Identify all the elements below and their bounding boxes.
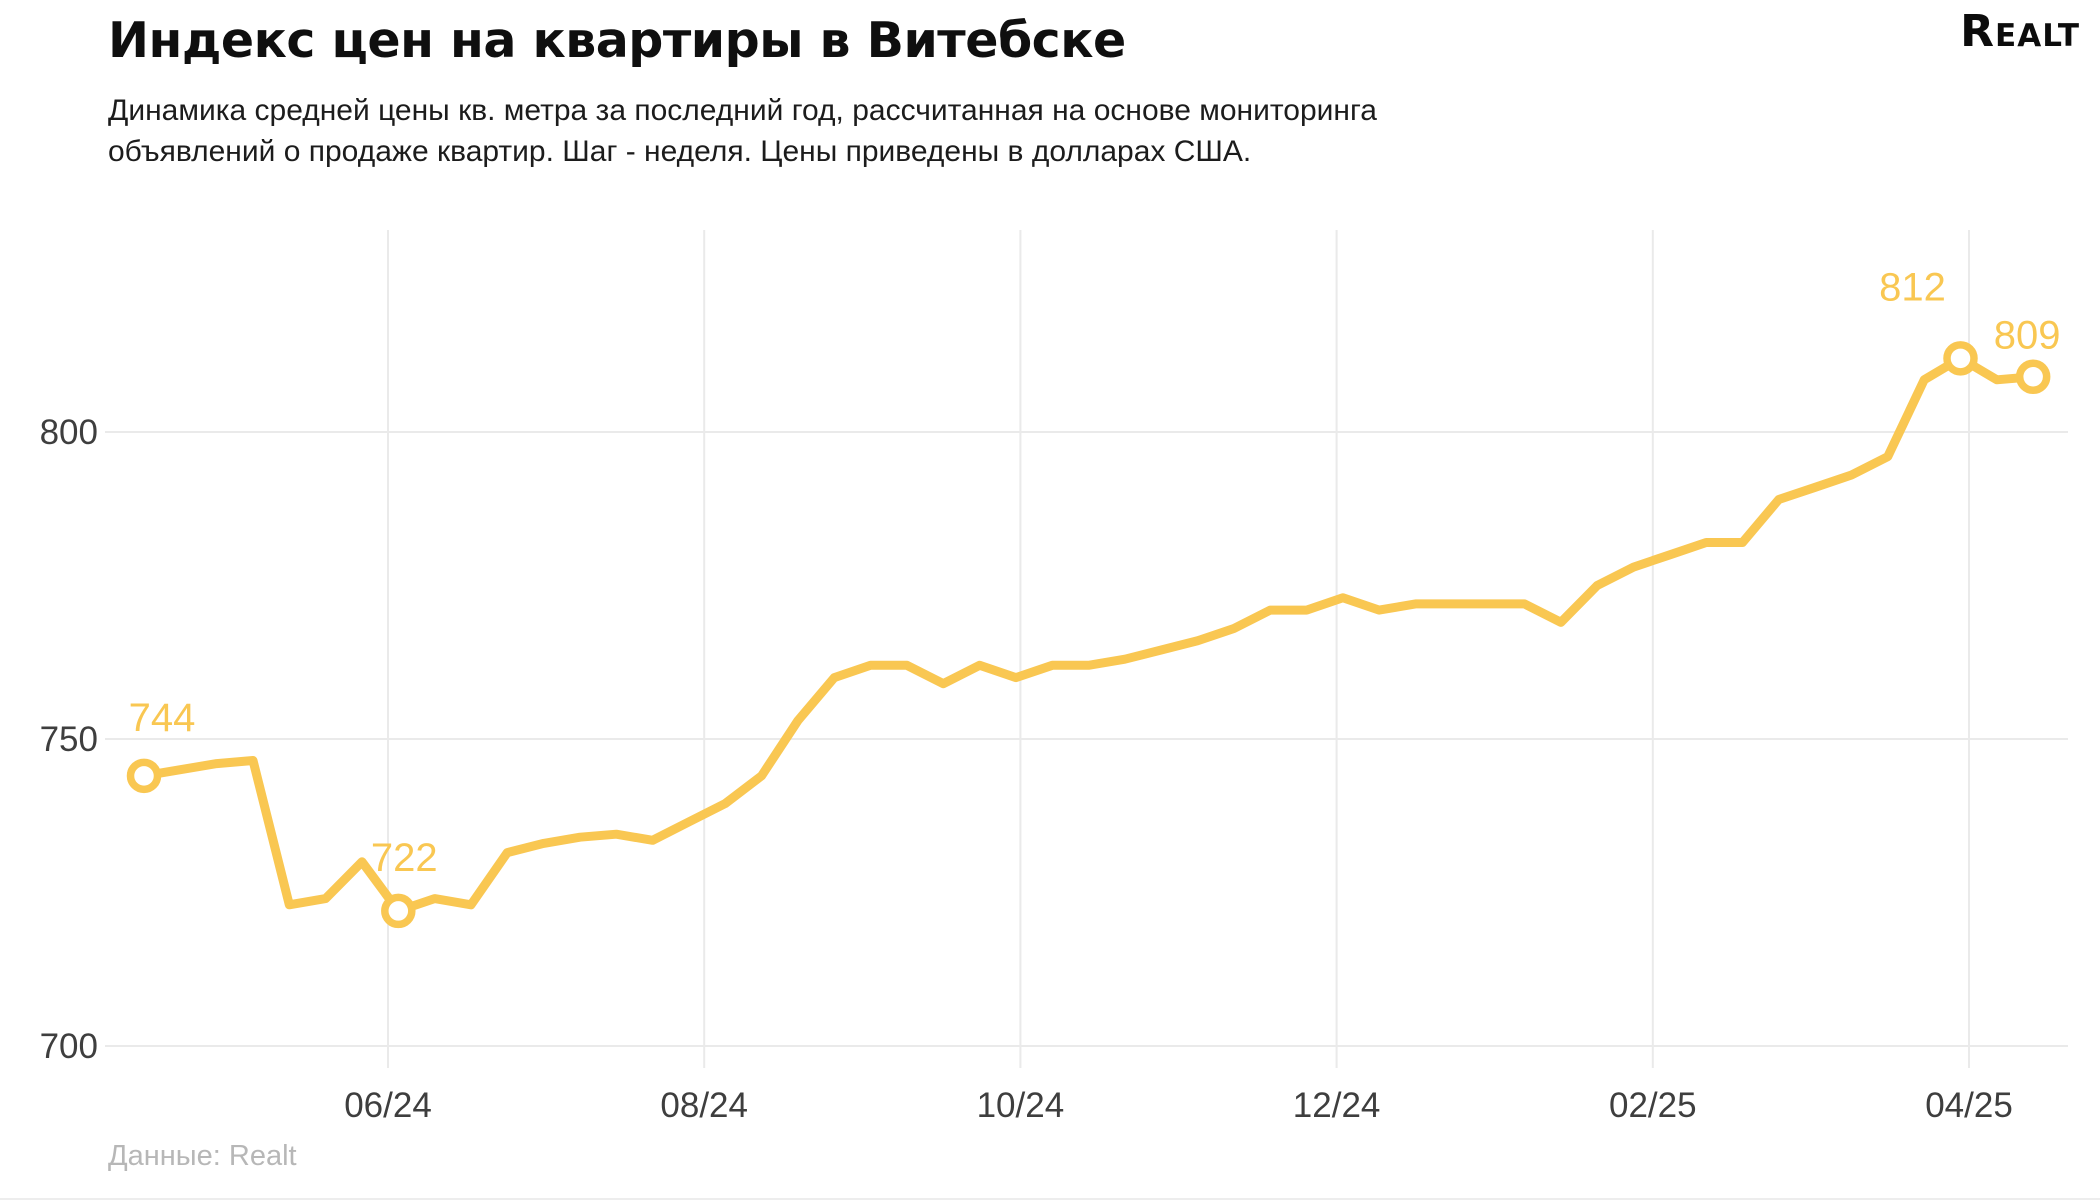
subtitle-line-2: объявлений о продаже квартир. Шаг - неде… bbox=[108, 135, 1252, 168]
page-title: Индекс цен на квартиры в Витебске bbox=[108, 12, 1126, 69]
x-tick-label: 02/25 bbox=[1609, 1086, 1697, 1125]
x-tick-label: 12/24 bbox=[1293, 1086, 1381, 1125]
point-label: 722 bbox=[371, 836, 438, 880]
point-marker bbox=[381, 893, 416, 929]
chart-subtitle: Динамика средней цены кв. метра за после… bbox=[108, 90, 1377, 172]
point-marker bbox=[126, 758, 162, 794]
subtitle-line-1: Динамика средней цены кв. метра за после… bbox=[108, 94, 1377, 127]
point-marker bbox=[1943, 341, 1978, 376]
point-label: 812 bbox=[1879, 265, 1946, 309]
x-tick-label: 04/25 bbox=[1925, 1086, 2013, 1125]
point-label: 809 bbox=[1994, 314, 2061, 358]
x-tick-label: 06/24 bbox=[344, 1086, 432, 1125]
x-tick-label: 10/24 bbox=[977, 1086, 1065, 1125]
y-tick-label: 700 bbox=[40, 1027, 98, 1066]
x-tick-label: 08/24 bbox=[660, 1086, 748, 1125]
price-line bbox=[139, 353, 2038, 916]
realt-logo: Realt bbox=[1960, 6, 2080, 57]
point-marker bbox=[2015, 359, 2051, 394]
data-source-label: Данные: Realt bbox=[108, 1140, 297, 1172]
y-tick-label: 750 bbox=[40, 720, 98, 759]
y-tick-label: 800 bbox=[40, 413, 98, 452]
point-label: 744 bbox=[129, 696, 196, 740]
